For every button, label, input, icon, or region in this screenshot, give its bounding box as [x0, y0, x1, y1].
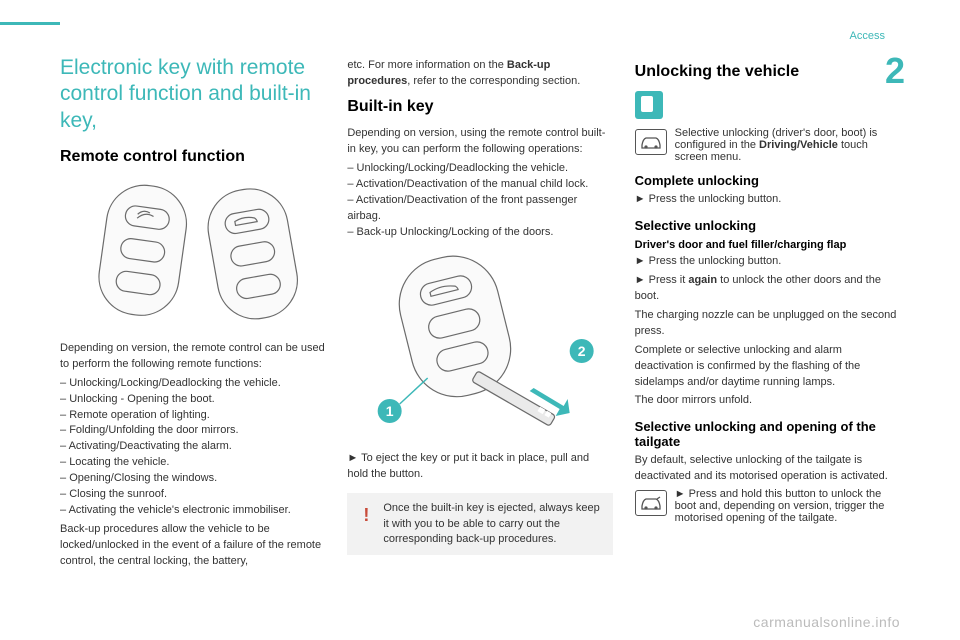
list-item: Activation/Deactivation of the manual ch…	[347, 177, 612, 193]
tailgate-instruction: Press and hold this button to unlock the…	[635, 488, 900, 524]
list-item: Activating the vehicle's electronic immo…	[60, 503, 325, 519]
driving-vehicle-bold: Driving/Vehicle	[759, 139, 838, 151]
complete-unlocking-step: Press the unlocking button.	[635, 192, 900, 208]
selective-p4: Complete or selective unlocking and alar…	[635, 343, 900, 391]
selective-p3: The charging nozzle can be unplugged on …	[635, 308, 900, 340]
backup-outro: Back-up procedures allow the vehicle to …	[60, 522, 325, 570]
warning-icon: !	[357, 503, 375, 521]
driver-door-heading: Driver's door and fuel filler/charging f…	[635, 239, 900, 251]
column-3: Unlocking the vehicle Selective unlockin…	[635, 55, 900, 573]
selective-unlocking-heading: Selective unlocking	[635, 218, 900, 233]
svg-text:2: 2	[578, 343, 586, 359]
page-columns: Electronic key with remote control funct…	[0, 0, 960, 573]
selective-p5: The door mirrors unfold.	[635, 393, 900, 409]
text: etc. For more information on the	[347, 59, 507, 71]
tailgate-p1: By default, selective unlocking of the t…	[635, 453, 900, 485]
watermark: carmanualsonline.info	[753, 614, 900, 630]
text: , refer to the corresponding section.	[407, 75, 580, 87]
list-item: Unlocking/Locking/Deadlocking the vehicl…	[347, 161, 612, 177]
warning-text: Once the built-in key is ejected, always…	[383, 502, 599, 545]
column-2: etc. For more information on the Back-up…	[347, 55, 612, 573]
unlocking-heading: Unlocking the vehicle	[635, 63, 900, 81]
tailgate-step: Press and hold this button to unlock the…	[675, 488, 885, 524]
text: Press it	[649, 274, 689, 286]
continuation-text: etc. For more information on the Back-up…	[347, 58, 612, 90]
complete-unlocking-heading: Complete unlocking	[635, 173, 900, 188]
list-item: Back-up Unlocking/Locking of the doors.	[347, 225, 612, 241]
eject-instruction: To eject the key or put it back in place…	[347, 451, 612, 483]
remote-intro: Depending on version, the remote control…	[60, 341, 325, 373]
main-title: Electronic key with remote control funct…	[60, 55, 325, 134]
smartphone-icon	[635, 91, 663, 119]
list-item: Activating/Deactivating the alarm.	[60, 439, 325, 455]
list-item: Locating the vehicle.	[60, 455, 325, 471]
remote-keys-illustration	[60, 176, 325, 331]
eject-key-illustration: 1 2	[347, 246, 612, 441]
builtin-key-heading: Built-in key	[347, 98, 612, 116]
car-icon	[635, 129, 667, 155]
svg-text:1: 1	[386, 403, 394, 419]
chapter-number: 2	[885, 50, 905, 92]
selective-step1: Press the unlocking button.	[635, 254, 900, 270]
warning-box: ! Once the built-in key is ejected, alwa…	[347, 493, 612, 555]
remote-functions-list: Unlocking/Locking/Deadlocking the vehicl…	[60, 376, 325, 519]
section-label: Access	[850, 30, 885, 42]
list-item: Unlocking - Opening the boot.	[60, 392, 325, 408]
again-bold: again	[688, 274, 717, 286]
remote-control-heading: Remote control function	[60, 148, 325, 166]
list-item: Remote operation of lighting.	[60, 408, 325, 424]
tailgate-heading: Selective unlocking and opening of the t…	[635, 419, 900, 449]
list-item: Folding/Unfolding the door mirrors.	[60, 423, 325, 439]
selective-step2: Press it again to unlock the other doors…	[635, 273, 900, 305]
list-item: Opening/Closing the windows.	[60, 471, 325, 487]
selective-note: Selective unlocking (driver's door, boot…	[635, 127, 900, 163]
tailgate-icon	[635, 490, 667, 516]
list-item: Unlocking/Locking/Deadlocking the vehicl…	[60, 376, 325, 392]
header-accent-bar	[0, 22, 60, 25]
list-item: Activation/Deactivation of the front pas…	[347, 193, 612, 225]
builtin-intro: Depending on version, using the remote c…	[347, 126, 612, 158]
builtin-functions-list: Unlocking/Locking/Deadlocking the vehicl…	[347, 161, 612, 241]
column-1: Electronic key with remote control funct…	[60, 55, 325, 573]
list-item: Closing the sunroof.	[60, 487, 325, 503]
